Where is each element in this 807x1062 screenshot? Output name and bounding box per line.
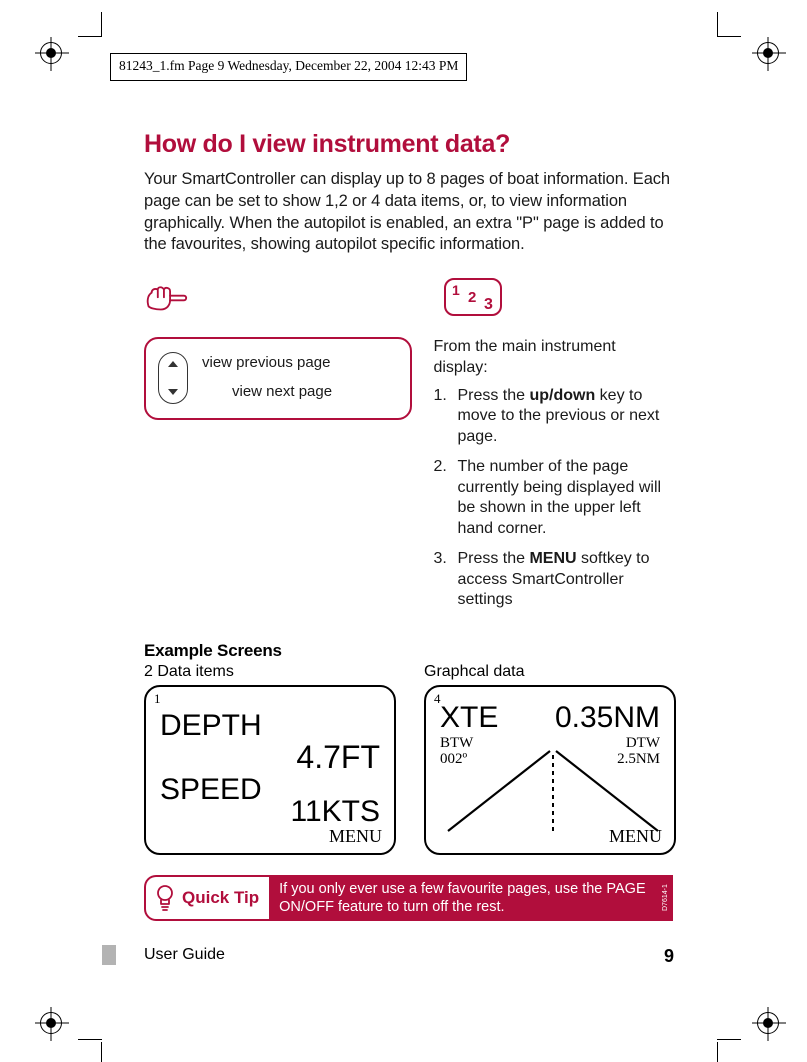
step-text: Press the up/down key to move to the pre… <box>457 386 674 447</box>
registration-mark-icon <box>757 1012 779 1034</box>
intro-paragraph: Your SmartController can display up to 8… <box>144 169 674 256</box>
screen1-label2: SPEED <box>160 773 262 807</box>
registration-mark-icon <box>757 42 779 64</box>
content-area: How do I view instrument data? Your Smar… <box>144 130 674 921</box>
nav-prev-label: view previous page <box>202 349 332 378</box>
quick-tip: Quick Tip If you only ever use a few fav… <box>144 875 674 921</box>
registration-mark-icon <box>40 1012 62 1034</box>
registration-mark-icon <box>40 42 62 64</box>
screen2-distance: 0.35NM <box>555 701 660 735</box>
pointing-hand-icon <box>144 278 190 318</box>
step-number: 1. <box>433 386 457 447</box>
nav-key-diagram: view previous page view next page <box>144 337 412 420</box>
step-text: Press the MENU softkey to access SmartCo… <box>457 549 674 610</box>
crop-mark <box>101 12 102 36</box>
crop-mark <box>78 1039 102 1040</box>
example-screen-2data: 1 DEPTH 4.7FT SPEED 11KTS MENU <box>144 685 396 855</box>
steps-block: From the main instrument display: 1. Pre… <box>433 337 674 611</box>
quick-tip-code: D7614-1 <box>658 875 674 921</box>
screen1-page-no: 1 <box>154 691 161 707</box>
page-footer: User Guide 9 <box>144 946 674 967</box>
screen2-xte: XTE <box>440 701 498 735</box>
nav-key-labels: view previous page view next page <box>202 349 332 406</box>
crop-mark <box>717 12 718 36</box>
icon-row: 123 <box>144 278 674 323</box>
lightbulb-icon <box>154 883 176 913</box>
page: 81243_1.fm Page 9 Wednesday, December 22… <box>0 0 807 1062</box>
screen1-menu: MENU <box>329 826 382 847</box>
screen1-value1: 4.7FT <box>296 739 380 776</box>
footer-page-number: 9 <box>664 946 674 967</box>
up-down-key-icon <box>158 352 188 404</box>
quick-tip-body: If you only ever use a few favourite pag… <box>269 875 658 921</box>
nav-next-label: view next page <box>202 378 332 407</box>
step-item: 3. Press the MENU softkey to access Smar… <box>433 549 674 610</box>
step-item: 1. Press the up/down key to move to the … <box>433 386 674 447</box>
main-two-column: view previous page view next page From t… <box>144 323 674 621</box>
step-number: 2. <box>433 457 457 539</box>
step-number: 3. <box>433 549 457 610</box>
crop-mark <box>78 36 102 37</box>
step-item: 2. The number of the page currently bein… <box>433 457 674 539</box>
gutter-bar <box>102 945 116 965</box>
examples-row: 2 Data items 1 DEPTH 4.7FT SPEED 11KTS M… <box>144 663 674 855</box>
examples-heading: Example Screens <box>144 641 674 661</box>
screen2-menu: MENU <box>609 826 662 847</box>
screen1-label1: DEPTH <box>160 709 262 743</box>
footer-left: User Guide <box>144 946 225 967</box>
quick-tip-label: Quick Tip <box>182 888 259 908</box>
step-text: The number of the page currently being d… <box>457 457 674 539</box>
page-title: How do I view instrument data? <box>144 130 674 159</box>
crop-mark <box>717 1039 741 1040</box>
crop-mark <box>717 1042 718 1062</box>
screen1-value2: 11KTS <box>291 795 381 829</box>
steps-lead: From the main instrument display: <box>433 337 674 378</box>
crop-mark <box>717 36 741 37</box>
xte-graph-icon <box>438 745 666 835</box>
example-screen-graphical: 4 XTE 0.35NM BTW 002º DTW 2.5NM MENU <box>424 685 676 855</box>
header-stamp: 81243_1.fm Page 9 Wednesday, December 22… <box>110 53 467 81</box>
example2-caption: Graphcal data <box>424 663 674 681</box>
quick-tip-head: Quick Tip <box>144 875 269 921</box>
example1-caption: 2 Data items <box>144 663 394 681</box>
steps-123-icon: 123 <box>444 278 502 316</box>
crop-mark <box>101 1042 102 1062</box>
